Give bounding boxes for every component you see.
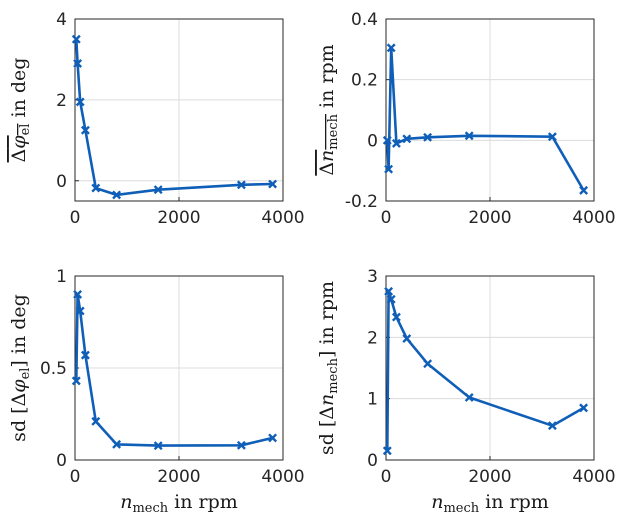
- y-tick-label: 3: [367, 267, 378, 287]
- chart-panel-3: 0 2000 4000 0 0.5 1 sd [Δφel] in deg nmech in r…: [8, 267, 305, 516]
- data-point-marker: [112, 190, 122, 200]
- chart-panel-1: 0 2000 4000 0 2 4 Δφel in deg: [8, 10, 305, 228]
- data-point-marker: [268, 433, 278, 443]
- data-point-marker: [423, 132, 433, 142]
- y-tick-label: 2: [367, 328, 378, 348]
- x-tick-label: 4000: [261, 208, 304, 228]
- y-tick-label: 0.5: [40, 359, 67, 379]
- data-point-marker: [71, 34, 81, 44]
- y-tick-label: 0.4: [351, 10, 378, 30]
- data-point-marker: [236, 180, 246, 190]
- data-point-marker: [464, 392, 474, 402]
- data-point-marker: [382, 135, 392, 145]
- x-tick-label: 0: [70, 467, 81, 487]
- x-tick-label: 0: [381, 467, 392, 487]
- x-axis-label: nmech in rpm: [431, 491, 549, 516]
- x-tick-label: 4000: [572, 208, 615, 228]
- data-point-marker: [402, 334, 412, 344]
- y-axis-label: sd [Δnmech] in rpm: [316, 281, 341, 455]
- x-tick-label: 4000: [572, 467, 615, 487]
- data-point-marker: [153, 185, 163, 195]
- y-tick-label: 4: [56, 10, 67, 30]
- data-point-marker: [402, 134, 412, 144]
- y-tick-label: 0: [367, 131, 378, 151]
- data-point-marker: [73, 59, 83, 68]
- x-tick-label: 0: [381, 208, 392, 228]
- y-tick-label: 2: [56, 91, 67, 111]
- y-tick-label: 0: [56, 172, 67, 192]
- data-point-marker: [386, 43, 396, 53]
- data-point-marker: [112, 439, 122, 449]
- y-axis-label: sd [Δφel] in deg: [8, 294, 33, 442]
- data-point-marker: [464, 131, 474, 141]
- data-point-marker: [382, 446, 392, 456]
- x-tick-label: 2000: [157, 467, 200, 487]
- data-point-marker: [80, 125, 90, 135]
- data-point-marker: [91, 183, 101, 193]
- chart-panel-4: 0 2000 4000 0 1 2 3 sd [Δnmech] in rpm nmech in …: [316, 267, 616, 516]
- data-point-marker: [386, 294, 396, 304]
- data-point-marker: [80, 350, 90, 360]
- data-point-marker: [547, 132, 557, 142]
- y-axis-label: Δφel in deg: [8, 58, 33, 163]
- x-tick-label: 2000: [468, 208, 511, 228]
- data-point-marker: [91, 416, 101, 426]
- data-point-marker: [268, 179, 278, 189]
- data-point-marker: [391, 138, 401, 148]
- data-point-marker: [75, 97, 85, 107]
- x-tick-label: 2000: [157, 208, 200, 228]
- data-point-marker: [384, 286, 394, 296]
- y-axis-label: Δnmech in rpm: [316, 44, 341, 175]
- data-point-marker: [73, 289, 83, 299]
- data-point-marker: [391, 312, 401, 322]
- y-tick-label: -0.2: [345, 192, 378, 212]
- x-tick-label: 4000: [261, 467, 304, 487]
- data-point-marker: [384, 164, 394, 174]
- data-point-marker: [236, 440, 246, 450]
- data-point-marker: [423, 359, 433, 369]
- y-tick-label: 1: [56, 267, 67, 287]
- y-tick-label: 0: [56, 451, 67, 471]
- x-axis-label: nmech in rpm: [120, 491, 238, 516]
- data-point-marker: [153, 441, 163, 451]
- y-tick-label: 1: [367, 390, 378, 410]
- data-point-marker: [547, 421, 557, 431]
- data-point-marker: [579, 403, 589, 413]
- x-tick-label: 0: [70, 208, 81, 228]
- x-tick-label: 2000: [468, 467, 511, 487]
- data-point-marker: [579, 185, 589, 195]
- data-point-marker: [71, 376, 81, 386]
- y-tick-label: 0: [367, 451, 378, 471]
- y-tick-label: 0.2: [351, 71, 378, 91]
- data-point-marker: [75, 306, 85, 316]
